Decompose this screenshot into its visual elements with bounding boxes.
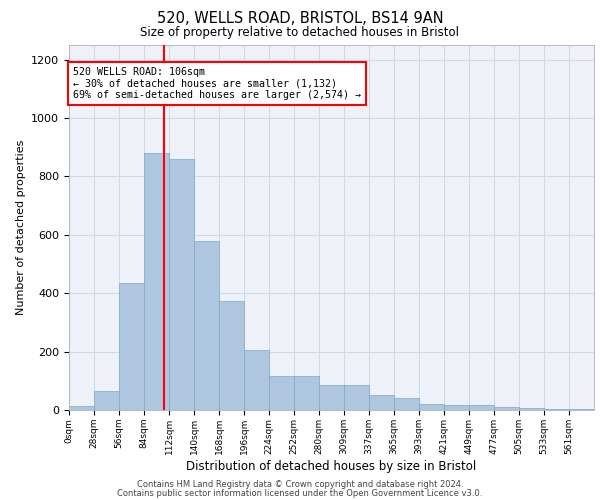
Text: Contains HM Land Registry data © Crown copyright and database right 2024.: Contains HM Land Registry data © Crown c…	[137, 480, 463, 489]
Bar	[244, 350, 269, 410]
Bar	[219, 300, 244, 410]
Bar	[319, 385, 344, 410]
Text: Size of property relative to detached houses in Bristol: Size of property relative to detached ho…	[140, 26, 460, 39]
Bar	[169, 159, 194, 410]
Y-axis label: Number of detached properties: Number of detached properties	[16, 140, 26, 315]
Bar	[69, 406, 94, 410]
Bar	[344, 385, 369, 410]
Bar	[469, 404, 494, 410]
Bar	[544, 409, 569, 410]
Text: 520, WELLS ROAD, BRISTOL, BS14 9AN: 520, WELLS ROAD, BRISTOL, BS14 9AN	[157, 11, 443, 26]
Bar	[119, 283, 144, 410]
Bar	[419, 404, 444, 410]
Bar	[394, 398, 419, 410]
Bar	[144, 153, 169, 410]
Bar	[194, 241, 219, 410]
Bar	[294, 376, 319, 410]
X-axis label: Distribution of detached houses by size in Bristol: Distribution of detached houses by size …	[187, 460, 476, 472]
Bar	[494, 407, 519, 410]
Text: 520 WELLS ROAD: 106sqm
← 30% of detached houses are smaller (1,132)
69% of semi-: 520 WELLS ROAD: 106sqm ← 30% of detached…	[73, 67, 361, 100]
Bar	[269, 376, 294, 410]
Bar	[569, 409, 594, 410]
Bar	[519, 408, 544, 410]
Bar	[369, 396, 394, 410]
Bar	[444, 404, 469, 410]
Text: Contains public sector information licensed under the Open Government Licence v3: Contains public sector information licen…	[118, 488, 482, 498]
Bar	[94, 391, 119, 410]
